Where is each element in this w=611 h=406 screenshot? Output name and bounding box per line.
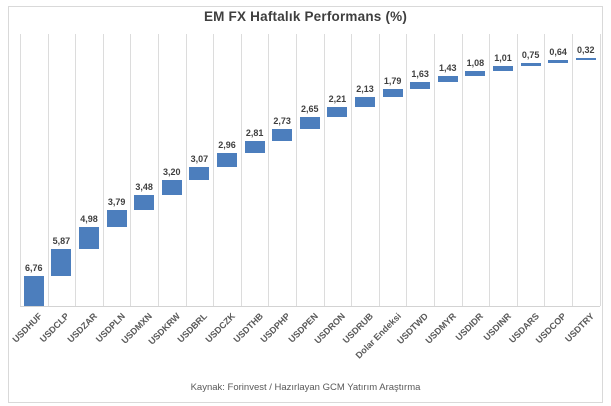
waterfall-bar [493, 66, 513, 71]
bar-value-label: 2,81 [245, 127, 264, 138]
waterfall-bar [575, 57, 596, 60]
vertical-gridline [240, 33, 242, 306]
waterfall-bar [134, 194, 155, 211]
waterfall-bar [272, 128, 293, 141]
waterfall-bar [410, 81, 431, 90]
vertical-gridline [323, 33, 325, 306]
vertical-gridline [378, 33, 380, 306]
waterfall-bar [51, 249, 72, 276]
bar-value-label: 1,63 [411, 68, 429, 79]
bar-value-label: 2,96 [218, 140, 236, 151]
vertical-gridline [572, 33, 573, 306]
vertical-gridline [516, 33, 518, 306]
bar-value-label: 1,79 [383, 76, 402, 87]
vertical-gridline [489, 33, 491, 306]
waterfall-bar [520, 62, 541, 67]
vertical-gridline [213, 33, 215, 306]
vertical-gridline [130, 33, 132, 306]
bar-value-label: 2,65 [301, 103, 319, 114]
vertical-gridline [20, 33, 21, 306]
chart-title: EM FX Haftalık Performans (%) [203, 9, 408, 24]
vertical-gridline [461, 33, 463, 306]
waterfall-bar [299, 116, 320, 129]
bar-value-label: 0,75 [521, 49, 540, 60]
bar-value-label: 1,43 [439, 62, 457, 73]
waterfall-bar [548, 59, 569, 63]
bar-value-label: 1,01 [494, 53, 512, 64]
vertical-gridline [75, 33, 77, 306]
bar-value-label: 2,73 [273, 115, 291, 126]
bar-value-label: 3,79 [107, 197, 126, 208]
bar-value-label: 0,64 [549, 46, 567, 57]
bar-value-label: 0,32 [577, 44, 595, 55]
vertical-gridline [268, 33, 270, 306]
bar-value-label: 2,21 [328, 93, 347, 104]
waterfall-bar [161, 180, 182, 195]
vertical-gridline [434, 33, 435, 306]
vertical-gridline [296, 33, 297, 306]
waterfall-bar [327, 106, 348, 117]
x-axis-line [20, 306, 600, 307]
bar-value-label: 4,98 [80, 214, 98, 225]
bar-value-label: 1,08 [466, 57, 485, 68]
bar-value-label: 5,87 [52, 236, 71, 247]
vertical-gridline [351, 33, 353, 306]
source-note: Kaynak: Forinvest / Hazırlayan GCM Yatır… [190, 382, 421, 393]
vertical-gridline [406, 33, 408, 306]
vertical-gridline [47, 33, 49, 306]
waterfall-bar [79, 227, 99, 250]
waterfall-bar [465, 70, 486, 76]
waterfall-bar [217, 153, 237, 167]
chart-frame-border [8, 6, 603, 403]
waterfall-bar [355, 97, 375, 107]
vertical-gridline [158, 33, 159, 306]
vertical-gridline [102, 33, 104, 306]
bar-value-label: 6,76 [25, 262, 43, 273]
vertical-gridline [185, 33, 187, 306]
waterfall-bar [382, 89, 403, 98]
bar-value-label: 3,07 [190, 153, 209, 164]
waterfall-bar [189, 166, 210, 181]
waterfall-bar [437, 75, 458, 82]
bar-value-label: 3,20 [163, 167, 181, 178]
waterfall-bar [106, 210, 127, 228]
waterfall-bar [244, 140, 265, 154]
vertical-gridline [599, 33, 601, 306]
bar-value-label: 3,48 [135, 181, 153, 192]
bar-value-label: 2,13 [356, 84, 374, 95]
waterfall-bar [23, 275, 44, 306]
vertical-gridline [544, 33, 546, 306]
